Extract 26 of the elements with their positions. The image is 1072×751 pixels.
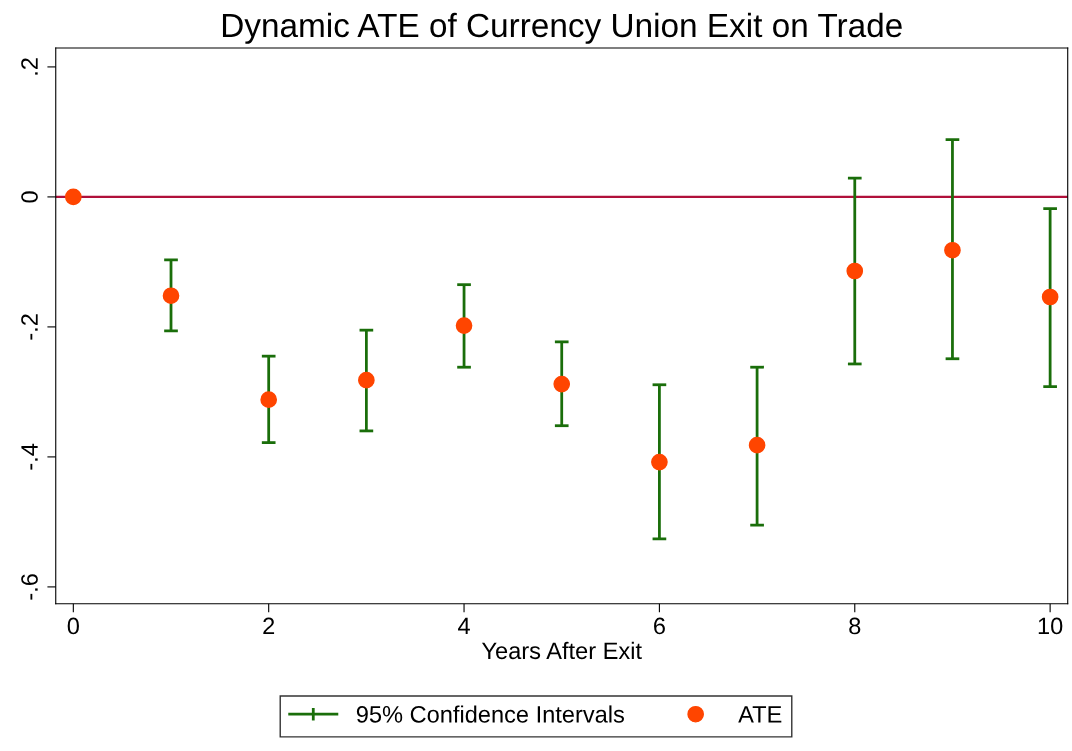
point bbox=[553, 375, 571, 393]
x-tick-label: 0 bbox=[67, 617, 79, 635]
y-tick-label: 0 bbox=[21, 191, 38, 203]
point bbox=[846, 262, 864, 280]
point bbox=[358, 371, 375, 389]
x-tick-label: 6 bbox=[654, 617, 665, 635]
point bbox=[64, 188, 82, 206]
x-tick-label: 10 bbox=[1038, 617, 1063, 635]
y-tick-label: .2 bbox=[21, 58, 38, 75]
point bbox=[1041, 288, 1059, 306]
y-tick-label: -.2 bbox=[21, 314, 38, 340]
x-axis-title: Years After Exit bbox=[481, 641, 642, 660]
point bbox=[944, 241, 961, 259]
point bbox=[651, 453, 668, 471]
y-tick-label: -.6 bbox=[21, 574, 38, 600]
x-tick-label: 2 bbox=[263, 617, 275, 635]
point bbox=[260, 391, 278, 409]
point bbox=[748, 436, 766, 454]
text: 95% Confidence Intervals bbox=[356, 705, 624, 723]
legend-label: ATE bbox=[738, 706, 782, 723]
chart-title: Dynamic ATE of Currency Union Exit on Trade bbox=[222, 12, 902, 44]
x-tick-label: 8 bbox=[849, 617, 861, 635]
point bbox=[162, 287, 180, 305]
x-tick-label: 4 bbox=[458, 617, 470, 635]
y-tick-label: -.4 bbox=[21, 443, 38, 470]
point bbox=[455, 317, 473, 334]
